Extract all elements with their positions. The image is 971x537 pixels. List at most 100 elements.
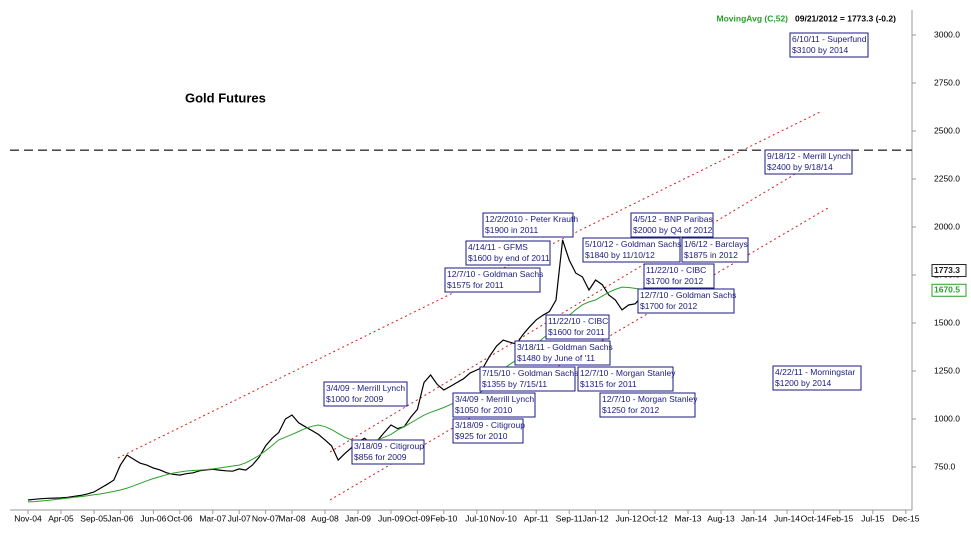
x-tick-label: Jul-07 [228,513,251,523]
annotation-text: 4/14/11 - GFMS [468,242,528,252]
x-tick-label: Jan-14 [741,513,767,523]
x-tick-label: Oct-09 [405,513,431,523]
x-tick-label: Jan-06 [107,513,133,523]
annotation-box [643,263,715,289]
annotation-text: 9/18/12 - Merrill Lynch [767,151,851,161]
annotation-text: $856 for 2009 [354,452,407,462]
y-tick-label: 2250.0 [934,173,960,183]
annotation-text: $2000 by Q4 of 2012 [633,225,713,235]
annotation-text: $1480 by June of '11 [517,353,595,363]
annotation-box [351,439,425,465]
x-tick-label: Mar-08 [279,513,306,523]
annotation-text: 3/4/09 - Merrill Lynch [326,383,405,393]
annotation-text: $1840 by 11/10/12 [585,250,655,260]
x-tick-label: Jun-14 [774,513,800,523]
annotation-text: $1315 for 2011 [580,379,637,389]
x-tick-label: Nov-04 [14,513,42,523]
annotation-text: 3/4/09 - Merrill Lynch [455,394,534,404]
y-tick-label: 1250.0 [934,365,960,375]
chart-title: Gold Futures [185,90,266,105]
x-tick-label: Jul-10 [465,513,488,523]
annotation-text: $1900 in 2011 [485,225,539,235]
annotation-text: 12/7/10 - Morgan Stanley [602,394,698,404]
x-tick-label: Feb-15 [826,513,853,523]
x-tick-label: Aug-13 [707,513,735,523]
annotation-box [772,365,862,391]
x-tick-label: Dec-15 [892,513,920,523]
annotation-box [444,267,541,293]
x-tick-label: Jun-09 [378,513,404,523]
annotation-text: $1575 for 2011 [447,280,504,290]
annotation-box [630,212,714,238]
annotation-text: $1700 for 2012 [640,301,697,311]
annotation-text: $1250 for 2012 [602,405,659,415]
y-tick-label: 2000.0 [934,221,960,231]
x-tick-label: Jun-12 [616,513,642,523]
annotation-box [681,237,749,263]
annotation-box [582,237,681,263]
y-tick-label: 1500.0 [934,317,960,327]
annotation-box [764,149,853,175]
annotation-text: 12/7/10 - Goldman Sachs [640,290,736,300]
annotation-box [514,340,611,366]
trend-line [117,110,823,459]
annotation-box [465,240,551,266]
annotation-text: $2400 by 9/18/14 [767,162,833,172]
x-tick-label: Oct-06 [167,513,193,523]
annotation-text: 5/10/12 - Goldman Sachs [585,239,681,249]
annotation-text: $925 for 2010 [455,431,508,441]
last-value-label: 1773.3 [934,265,960,275]
y-tick-label: 3000.0 [934,29,960,39]
annotation-box [545,314,610,340]
x-tick-label: Nov-07 [252,513,280,523]
annotation-box [789,32,869,58]
annotation-text: 3/18/09 - Citigroup [354,441,424,451]
annotation-box [323,381,408,407]
y-tick-label: 750.0 [934,461,956,471]
annotation-box [482,212,574,238]
annotation-text: $1600 by end of 2011 [468,253,550,263]
annotation-box [637,288,735,314]
annotation-text: 12/7/10 - Goldman Sachs [447,269,543,279]
annotation-text: 3/18/11 - Goldman Sachs [517,342,613,352]
annotation-text: $1000 for 2009 [326,394,383,404]
annotation-text: $1875 in 2012 [684,250,738,260]
x-tick-label: Feb-10 [430,513,457,523]
header-text: 09/21/2012 = 1773.3 (-0.2) [795,13,896,23]
annotation-box [479,366,576,392]
x-tick-label: Aug-08 [311,513,339,523]
x-tick-label: Jul-15 [861,513,884,523]
x-tick-label: Apr-11 [524,513,549,523]
x-tick-label: Mar-07 [199,513,226,523]
x-tick-label: Sep-05 [80,513,108,523]
x-tick-label: Jan-12 [583,513,609,523]
annotation-text: $1600 for 2011 [548,327,605,337]
x-tick-label: Oct-14 [801,513,827,523]
x-tick-label: Nov-10 [489,513,517,523]
last-value-box [931,283,967,297]
last-value-box [931,264,967,278]
series-line [27,239,649,501]
x-tick-label: Jan-09 [345,513,371,523]
annotation-box [452,392,536,418]
annotation-box [577,366,674,392]
annotation-text: $1355 by 7/15/11 [482,379,547,389]
annotation-text: 3/18/09 - Citigroup [455,420,525,430]
annotation-text: 6/10/11 - Superfund [792,34,867,44]
annotation-text: $1700 for 2012 [646,276,703,286]
annotation-text: $3100 by 2014 [792,45,849,55]
annotation-text: $1050 for 2010 [455,405,512,415]
annotation-box [599,392,696,418]
annotation-text: 12/7/10 - Morgan Stanley [580,368,676,378]
annotation-text: 4/5/12 - BNP Paribas [633,214,713,224]
y-tick-label: 2750.0 [934,77,960,87]
annotation-text: 11/22/10 - CIBC [646,265,706,275]
annotation-text: 12/2/2010 - Peter Krauth [485,214,578,224]
x-tick-label: Mar-13 [675,513,702,523]
annotation-text: 1/6/12 - Barclays [684,239,748,249]
x-tick-label: Sep-11 [556,513,583,523]
x-tick-label: Oct-12 [642,513,668,523]
annotation-text: 7/15/10 - Goldman Sachs [482,368,578,378]
annotation-text: $1200 by 2014 [775,378,832,388]
